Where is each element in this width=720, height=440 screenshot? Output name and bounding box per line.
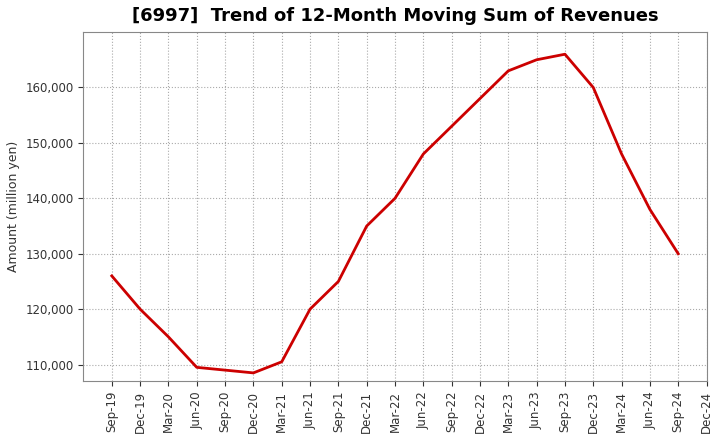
Y-axis label: Amount (million yen): Amount (million yen) [7,141,20,272]
Title: [6997]  Trend of 12-Month Moving Sum of Revenues: [6997] Trend of 12-Month Moving Sum of R… [132,7,658,25]
